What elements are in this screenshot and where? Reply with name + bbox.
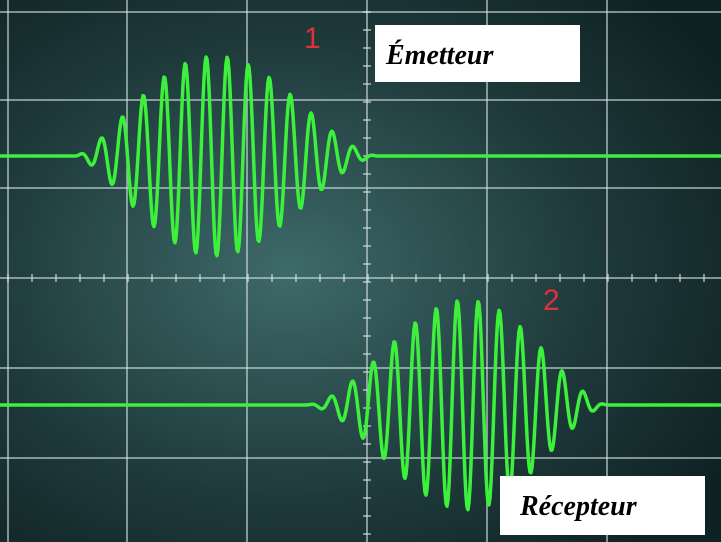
channel-label: Émetteur (385, 40, 494, 71)
screen-background (0, 0, 721, 542)
channel-label: Récepteur (519, 491, 638, 522)
oscilloscope-screen: 1 Émetteur 2 Récepteur (0, 0, 721, 542)
channel-number: 2 (543, 284, 560, 317)
channel-number: 1 (304, 22, 321, 55)
